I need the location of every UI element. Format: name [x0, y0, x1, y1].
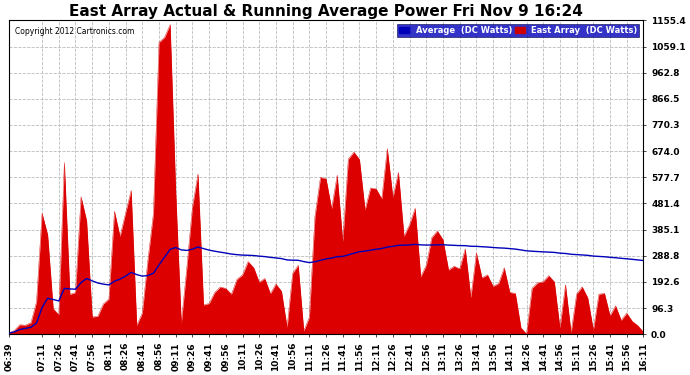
Title: East Array Actual & Running Average Power Fri Nov 9 16:24: East Array Actual & Running Average Powe…: [69, 4, 583, 19]
Text: Copyright 2012 Cartronics.com: Copyright 2012 Cartronics.com: [15, 27, 135, 36]
Legend: Average  (DC Watts), East Array  (DC Watts): Average (DC Watts), East Array (DC Watts…: [397, 24, 639, 37]
